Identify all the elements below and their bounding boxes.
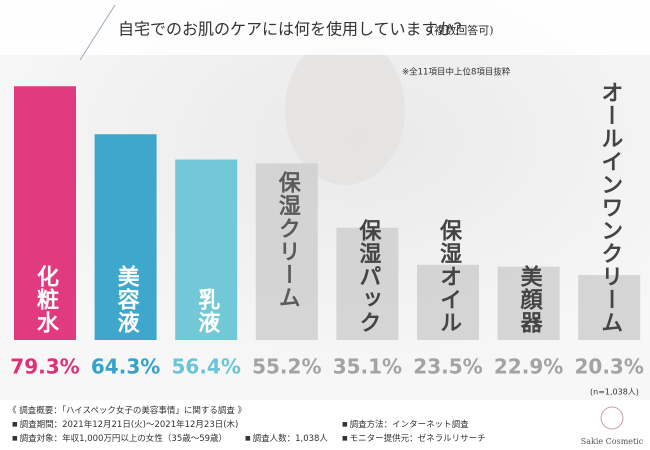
bar xyxy=(255,163,318,340)
bar xyxy=(14,86,76,341)
category-label: 化粧水 xyxy=(33,264,59,334)
footer-item: モニター提供元：ゼネラルリサーチ xyxy=(342,432,486,444)
brand: Sakie Cosmetic xyxy=(581,437,644,446)
footer-heading: 《 調査概要：「ハイスペック女子の美容事情」に関する調査 》 xyxy=(8,406,247,416)
category-label: 美顔器 xyxy=(517,264,544,334)
category-label: 保湿クリーム xyxy=(275,171,302,309)
value-label: 79.3% xyxy=(10,355,79,379)
footer-item: 調査方法：インターネット調査 xyxy=(342,418,469,430)
logo-mark xyxy=(600,406,624,430)
category-label: オールインワンクリーム xyxy=(597,81,622,334)
value-label: 20.3% xyxy=(575,355,644,379)
category-label: 乳液 xyxy=(194,287,220,334)
footer-item: 調査人数：1,038人 xyxy=(245,432,328,444)
value-label: 55.2% xyxy=(252,355,321,379)
bar xyxy=(175,159,238,340)
category-label: 美容液 xyxy=(114,264,140,334)
header-band xyxy=(0,0,650,55)
bar xyxy=(578,275,641,340)
value-label: 23.5% xyxy=(413,355,482,379)
bar xyxy=(497,266,560,340)
value-label: 22.9% xyxy=(494,355,563,379)
bar xyxy=(417,264,479,340)
value-label: 64.3% xyxy=(91,355,160,379)
note: ※全11項目中上位8項目抜粋 xyxy=(402,67,511,78)
footer-item: 調査期間：2021年12月21日(火)～2021年12月23日(木) xyxy=(12,418,239,430)
category-label: 保湿パック xyxy=(355,219,382,334)
category-label: 保湿オイル xyxy=(436,219,463,334)
chart-title: 自宅でのお肌のケアには何を使用していますか？ xyxy=(118,20,470,39)
sample-size: (n=1,038人) xyxy=(590,388,639,397)
value-label: 35.1% xyxy=(333,355,402,379)
value-label: 56.4% xyxy=(172,355,241,379)
photo-backdrop xyxy=(285,35,405,185)
bar xyxy=(336,227,399,340)
decoration-line xyxy=(79,4,116,61)
bar xyxy=(94,134,157,340)
footer-item: 調査対象：年収1,000万円以上の女性（35歳～59歳） xyxy=(12,432,227,444)
chart-subtitle: (複数回答可) xyxy=(430,23,494,37)
